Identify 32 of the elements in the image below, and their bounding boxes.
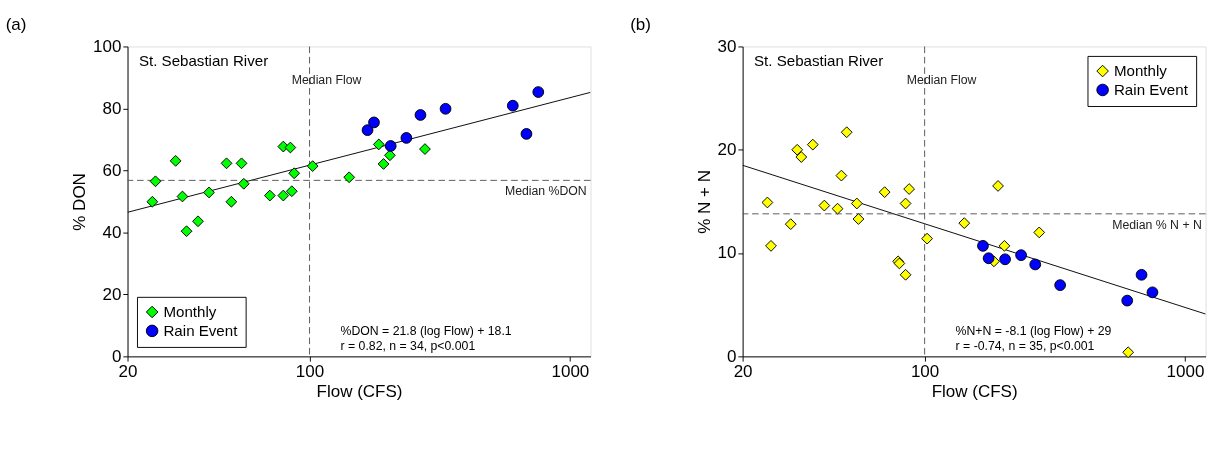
y-tick-label: 80 <box>102 98 122 118</box>
annotation: St. Sebastian River <box>753 52 884 70</box>
x-tick-label: 100 <box>295 361 325 381</box>
y-tick-label: 20 <box>717 139 737 159</box>
chart-title: (b) <box>630 15 651 35</box>
annotation: %N+N = -8.1 (log Flow) + 29 <box>955 323 1112 338</box>
legend-label: Rain Event <box>163 321 239 339</box>
ref-line-label: Median % N + N <box>1112 217 1202 232</box>
y-axis-title: % DON <box>70 173 90 231</box>
y-tick-label: 60 <box>102 160 122 180</box>
y-tick-label: 100 <box>93 36 122 56</box>
y-tick-label: 40 <box>102 222 122 242</box>
x-tick-label: 1000 <box>1166 361 1205 381</box>
ref-line-label: Median Flow <box>906 73 977 88</box>
y-axis-title: % N + N <box>695 170 715 234</box>
y-tick-label: 30 <box>717 36 737 56</box>
ref-line-label: Median %DON <box>504 184 587 199</box>
annotation: r = 0.82, n = 34, p<0.001 <box>340 338 476 353</box>
x-tick-label: 100 <box>910 361 940 381</box>
x-axis-title: Flow (CFS) <box>316 382 403 402</box>
legend-label: Monthly <box>1113 61 1168 79</box>
chart-title: (a) <box>5 15 27 35</box>
y-tick-label: 10 <box>717 243 737 263</box>
legend-label: Rain Event <box>1113 80 1189 98</box>
x-tick-label: 1000 <box>551 361 590 381</box>
annotation: r = -0.74, n = 35, p<0.001 <box>955 338 1095 353</box>
y-tick-label: 20 <box>102 284 122 304</box>
legend-label: Monthly <box>163 302 217 320</box>
annotation: St. Sebastian River <box>138 52 269 70</box>
ref-line-label: Median Flow <box>291 73 362 88</box>
annotation: %DON = 21.8 (log Flow) + 18.1 <box>340 323 512 338</box>
x-axis-title: Flow (CFS) <box>931 382 1018 402</box>
